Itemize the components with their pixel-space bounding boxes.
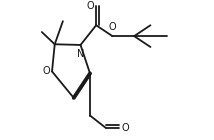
Text: O: O xyxy=(109,22,116,32)
Text: O: O xyxy=(86,1,94,11)
Text: O: O xyxy=(122,123,129,133)
Text: O: O xyxy=(42,66,50,76)
Text: N: N xyxy=(77,49,84,60)
